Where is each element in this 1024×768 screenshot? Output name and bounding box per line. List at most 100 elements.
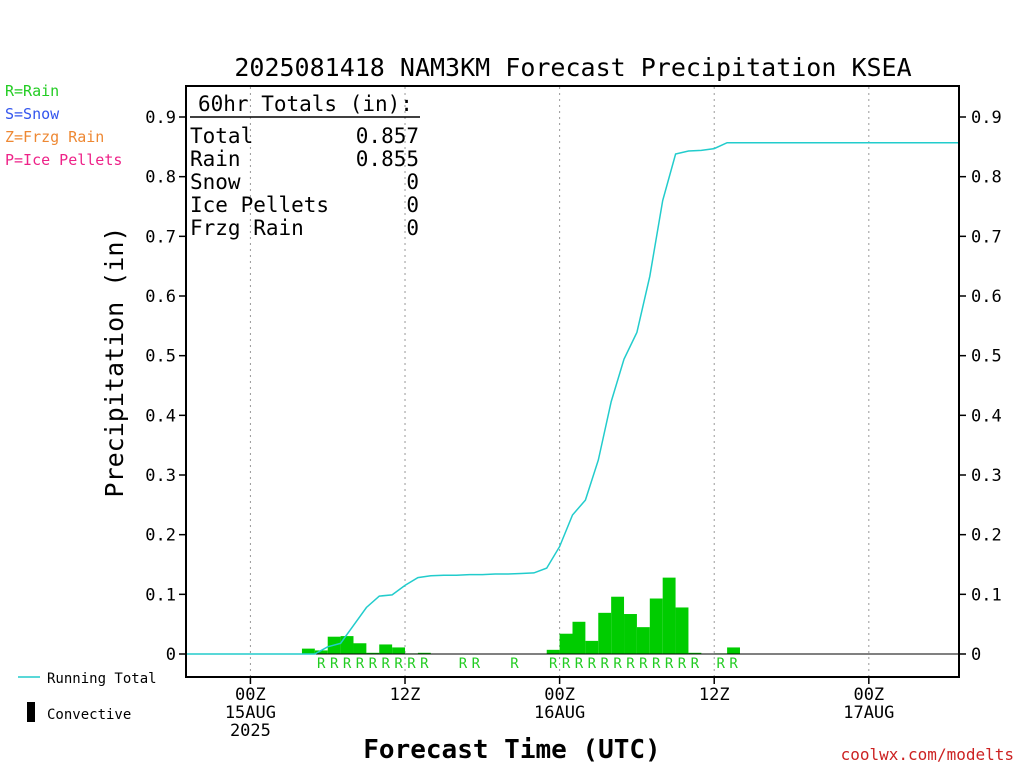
y-tick-label: 0.3 [971,466,1002,486]
type-legend-item: R=Rain [5,82,59,100]
x-tick-label: 16AUG [534,703,585,723]
totals-row-value: 0 [406,170,419,194]
credit-text: coolwx.com/modelts [841,745,1014,764]
y-tick-label: 0.6 [145,287,176,307]
x-tick-label: 17AUG [843,703,894,723]
precip-bar [546,649,560,654]
y-tick-label: 0.7 [971,227,1002,247]
y-tick-label: 0.4 [971,406,1002,426]
precip-bar [649,598,663,654]
precip-type-label: R [459,656,468,672]
x-tick-label: 15AUG [225,703,276,723]
y-tick-label: 0 [971,645,981,665]
precip-bar [572,621,586,654]
precip-type-label: R [356,656,365,672]
y-tick-label: 0 [166,645,176,665]
y-axis-right: 0 0.1 0.2 0.3 0.4 0.5 0.6 0.7 0.8 0.9 [959,108,1002,665]
precip-type-label: R [678,656,687,672]
type-legend-item: S=Snow [5,105,60,123]
plot-frame [185,85,960,678]
totals-row-label: Ice Pellets [190,193,329,217]
convective-legend-label: Convective [47,707,131,723]
precip-type-label: R [600,656,609,672]
running-total-legend-label: Running Total [47,671,157,687]
y-tick-label: 0.7 [145,227,176,247]
totals-row-value: 0 [406,193,419,217]
y-tick-label: 0.1 [971,585,1002,605]
precip-bar [314,650,328,654]
type-legend-item: Z=Frzg Rain [5,128,104,146]
precip-type-label: R [665,656,674,672]
precip-type-label: R [394,656,403,672]
precip-type-label: R [716,656,725,672]
y-tick-label: 0.9 [971,108,1002,128]
y-tick-label: 0.8 [145,168,176,188]
precip-bar [340,636,354,654]
precip-type-label: R [626,656,635,672]
totals-row-value: 0.855 [356,147,419,171]
precip-type-label: R [343,656,352,672]
y-tick-label: 0.6 [971,287,1002,307]
totals-header: 60hr Totals (in): [198,92,413,116]
totals-row-label: Rain [190,147,241,171]
y-tick-label: 0.5 [145,347,176,367]
y-tick-label: 0.1 [145,585,176,605]
totals-row-label: Frzg Rain [190,216,304,240]
type-legend-item: P=Ice Pellets [5,151,122,169]
precip-type-label: R [369,656,378,672]
precip-type-label: R [549,656,558,672]
precip-type-legend: R=Rain S=Snow Z=Frzg Rain P=Ice Pellets [5,82,122,169]
precip-type-label: R [588,656,597,672]
precip-bar [675,607,689,654]
precip-bar [611,596,625,654]
y-tick-label: 0.2 [145,526,176,546]
x-tick-label: 00Z [235,685,266,705]
y-tick-label: 0.8 [971,168,1002,188]
precip-type-label: R [729,656,738,672]
x-tick-label: 12Z [390,685,421,705]
precip-type-label: R [472,656,481,672]
bottom-legend: Running Total Convective [18,671,157,723]
totals-box: 60hr Totals (in): Total 0.857 Rain 0.855 Sno… [190,92,420,240]
totals-row-value: 0 [406,216,419,240]
precip-bar [636,627,650,654]
x-tick-label: 00Z [544,685,575,705]
precip-type-label: R [652,656,661,672]
y-tick-label: 0.3 [145,466,176,486]
precip-type-label: R [639,656,648,672]
precip-bar [366,652,380,654]
x-tick-label: 00Z [853,685,884,705]
precip-type-label: R [510,656,519,672]
precip-type-label: R [317,656,326,672]
y-tick-label: 0.2 [971,526,1002,546]
hourly-precip-bars [301,577,740,654]
precip-type-label: R [381,656,390,672]
precip-bar [688,652,702,654]
precip-bar [624,614,637,654]
precip-bar [662,577,676,654]
precip-bar [727,647,740,654]
y-tick-label: 0.5 [971,347,1002,367]
precip-bar [585,640,599,654]
precip-type-label: R [613,656,622,672]
chart-title: 2025081418 NAM3KM Forecast Precipitation… [234,53,911,82]
precip-type-label: R [407,656,416,672]
x-tick-label: 12Z [699,685,730,705]
precip-type-label: R [575,656,584,672]
precip-bar [417,652,431,654]
totals-row-label: Snow [190,170,241,194]
precip-bar [301,648,315,654]
running-total-line [186,141,959,655]
totals-row-label: Total [190,124,253,148]
precip-bar [392,647,406,654]
y-tick-label: 0.9 [145,108,176,128]
y-axis-left: 0 0.1 0.2 0.3 0.4 0.5 0.6 0.7 0.8 0.9 [145,108,186,665]
y-axis-label: Precipitation (in) [100,227,129,498]
convective-legend-swatch [27,702,35,722]
totals-row-value: 0.857 [356,124,419,148]
x-axis-label: Forecast Time (UTC) [363,735,660,765]
precip-type-label: R [420,656,429,672]
